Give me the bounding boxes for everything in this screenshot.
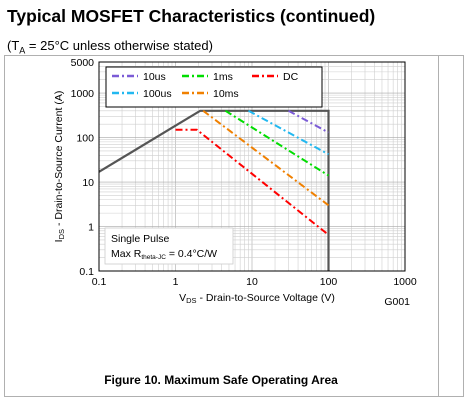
page-title: Typical MOSFET Characteristics (continue… [7, 6, 376, 26]
y-tick-label: 0.1 [79, 266, 94, 278]
legend-label-1ms: 1ms [213, 71, 233, 83]
annotation-line2: Max Rtheta-JC = 0.4°C/W [111, 248, 217, 261]
x-axis-label: VDS - Drain-to-Source Voltage (V) [179, 292, 335, 305]
legend-label-DC: DC [283, 71, 299, 83]
figure-frame [4, 55, 464, 397]
y-tick-label: 5000 [71, 57, 95, 69]
x-tick-label: 1000 [393, 276, 417, 288]
x-tick-label: 100 [320, 276, 338, 288]
annotation-box [104, 227, 234, 265]
legend-box [105, 66, 323, 108]
figure-caption: Figure 10. Maximum Safe Operating Area [104, 373, 338, 387]
series-line-10ms [202, 109, 330, 207]
y-tick-label: 10 [82, 177, 94, 189]
subtitle-subscript: A [19, 45, 26, 56]
plot-border [98, 61, 406, 272]
series-line-100us [248, 109, 329, 156]
y-tick-label: 1000 [71, 88, 95, 100]
figure-code: G001 [384, 296, 410, 308]
series-line-1ms [224, 109, 330, 177]
y-tick-label: 100 [76, 133, 94, 145]
soa-boundary-line [98, 109, 330, 271]
x-tick-label: 10 [246, 276, 258, 288]
x-tick-label: 0.1 [92, 276, 107, 288]
x-tick-label: 1 [173, 276, 179, 288]
figure-frame-divider [438, 55, 439, 397]
subtitle-suffix: = 25°C unless otherwise stated) [25, 38, 213, 53]
legend-label-10us: 10us [143, 71, 166, 83]
series-line-DC [175, 128, 330, 236]
y-tick-label: 1 [88, 222, 94, 234]
legend-label-10ms: 10ms [213, 88, 239, 100]
subtitle-prefix: (T [7, 38, 20, 53]
y-axis-label: IDS - Drain-to-Source Current (A) [53, 91, 66, 243]
page-subtitle: (TA = 25°C unless otherwise stated) [7, 38, 213, 56]
legend-label-100us: 100us [143, 88, 172, 100]
annotation-line1: Single Pulse [111, 233, 170, 245]
